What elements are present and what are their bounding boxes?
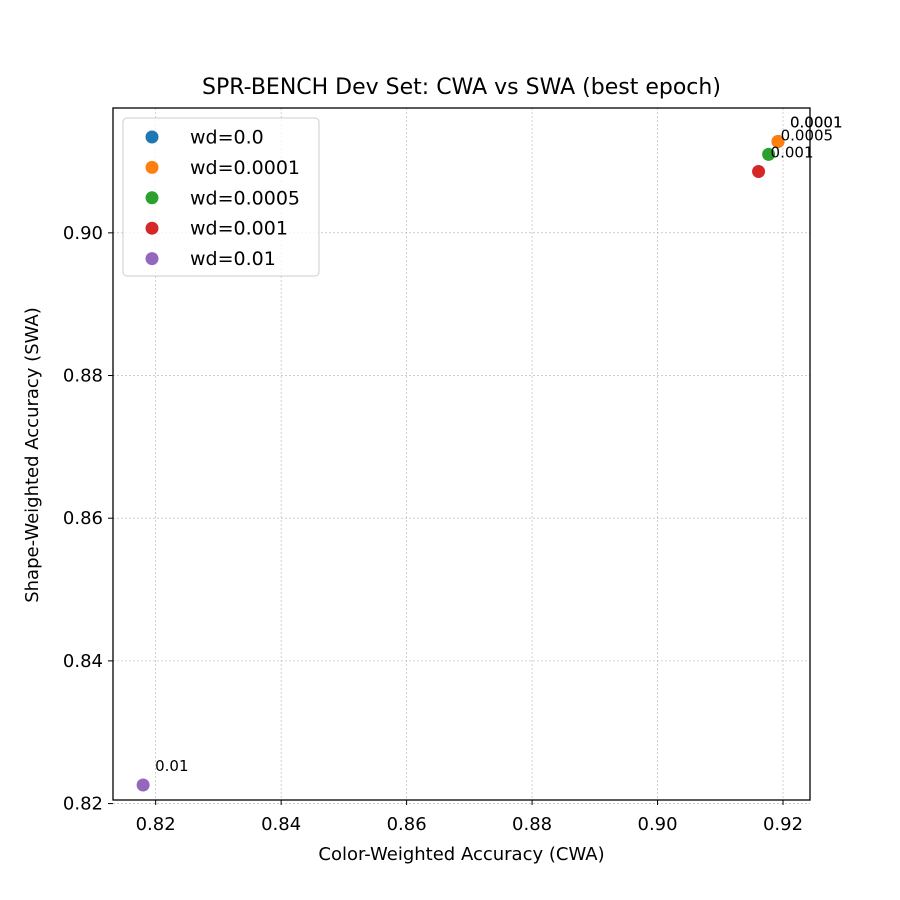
- chart-title: SPR-BENCH Dev Set: CWA vs SWA (best epoc…: [202, 75, 721, 100]
- data-point: [762, 147, 776, 161]
- y-tick-label: 0.82: [63, 794, 103, 815]
- x-tick-label: 0.86: [387, 814, 427, 835]
- data-point: [752, 164, 766, 178]
- legend-marker: [145, 221, 159, 235]
- x-axis-label: Color-Weighted Accuracy (CWA): [318, 844, 604, 865]
- x-tick-label: 0.88: [512, 814, 552, 835]
- data-point: [136, 778, 150, 792]
- y-axis-ticks: 0.82 0.84 0.86 0.88 0.90: [63, 223, 113, 815]
- data-point: [771, 135, 785, 149]
- legend-marker: [145, 191, 159, 205]
- legend-box: [122, 117, 320, 277]
- legend-label: wd=0.0005: [190, 187, 300, 209]
- legend-entries: wd=0.0 wd=0.0001 wd=0.0005 wd=0.001 wd=0.01: [145, 127, 300, 270]
- x-axis-ticks: 0.82 0.84 0.86 0.88 0.90 0.92: [136, 800, 803, 835]
- x-tick-label: 0.90: [638, 814, 678, 835]
- x-tick-label: 0.82: [136, 814, 176, 835]
- legend-label: wd=0.01: [190, 248, 276, 270]
- y-axis-label: Shape-Weighted Accuracy (SWA): [22, 307, 43, 603]
- plot-area-frame: [112, 107, 811, 801]
- legend-label: wd=0.0001: [190, 157, 300, 179]
- legend-label: wd=0.0: [190, 127, 264, 149]
- legend-marker: [145, 160, 159, 174]
- point-label: 0.0005: [781, 126, 834, 144]
- legend: wd=0.0 wd=0.0001 wd=0.0005 wd=0.001 wd=0.01: [122, 117, 320, 277]
- x-tick-label: 0.84: [261, 814, 301, 835]
- data-points: [136, 135, 785, 792]
- point-label: 0.0001: [790, 114, 843, 132]
- y-tick-label: 0.88: [63, 366, 103, 387]
- legend-marker: [145, 130, 159, 144]
- x-tick-label: 0.92: [763, 814, 803, 835]
- point-label: 0.01: [155, 757, 188, 775]
- legend-marker: [145, 252, 159, 266]
- legend-label: wd=0.001: [190, 218, 288, 240]
- y-tick-label: 0.90: [63, 223, 103, 244]
- y-tick-label: 0.86: [63, 508, 103, 529]
- point-label: 0.001: [771, 143, 814, 161]
- point-label: 0.0001: [790, 114, 843, 132]
- y-tick-label: 0.84: [63, 651, 103, 672]
